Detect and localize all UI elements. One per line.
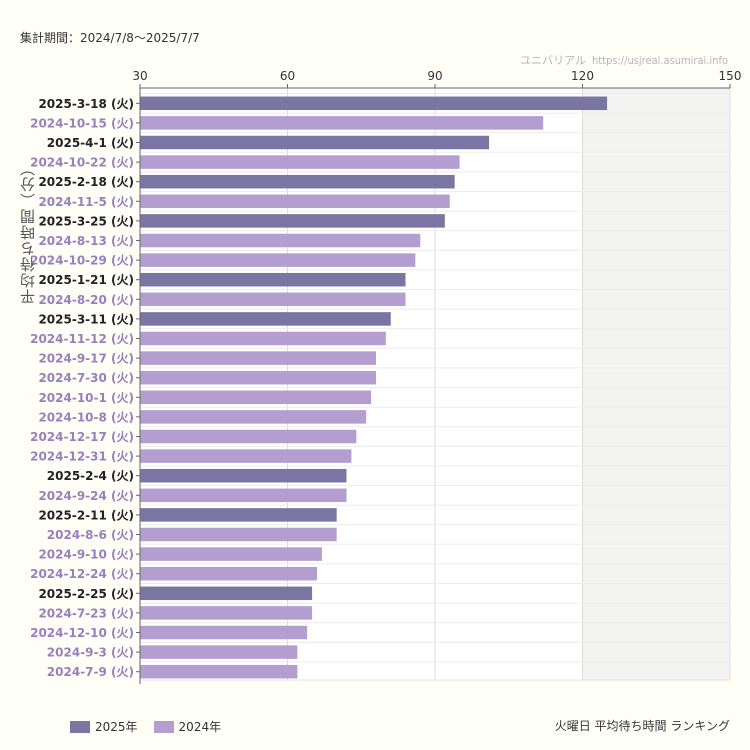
site-name: ユニバリアル	[520, 54, 586, 67]
bar-10[interactable]	[140, 272, 406, 287]
category-label-4: 2024-10-22 (火)	[30, 156, 134, 170]
bar-16[interactable]	[140, 390, 372, 405]
category-label-6: 2024-11-5 (火)	[38, 195, 134, 209]
bar-23[interactable]	[140, 527, 337, 542]
category-label-3: 2025-4-1 (火)	[47, 136, 134, 150]
category-label-8: 2024-8-13 (火)	[38, 234, 134, 248]
bar-4[interactable]	[140, 155, 460, 169]
category-label-17: 2024-10-8 (火)	[38, 410, 134, 424]
bar-27[interactable]	[140, 606, 313, 620]
period-label: 集計期間：2024/7/8〜2025/7/7	[20, 31, 200, 45]
legend-swatch-2025	[70, 720, 90, 733]
x-tick-label: 30	[132, 69, 147, 83]
bar-9[interactable]	[140, 253, 416, 267]
category-label-10: 2025-1-21 (火)	[38, 273, 134, 287]
bar-17[interactable]	[140, 410, 367, 424]
category-label-16: 2024-10-1 (火)	[38, 391, 134, 405]
category-label-25: 2024-12-24 (火)	[30, 567, 134, 581]
bar-25[interactable]	[140, 566, 317, 581]
bar-8[interactable]	[140, 233, 421, 248]
category-label-13: 2024-11-12 (火)	[30, 332, 134, 346]
bar-2[interactable]	[140, 116, 544, 130]
category-label-18: 2024-12-17 (火)	[30, 430, 134, 444]
legend-label-2024: 2024年	[178, 720, 222, 734]
category-label-29: 2024-9-3 (火)	[47, 646, 134, 660]
legend-item-2024[interactable]: 2024年	[153, 718, 222, 735]
bar-6[interactable]	[140, 194, 450, 209]
category-label-5: 2025-2-18 (火)	[38, 175, 134, 189]
chart-caption: 火曜日 平均待ち時間 ランキング	[554, 719, 730, 733]
bar-12[interactable]	[140, 312, 391, 326]
bar-26[interactable]	[140, 586, 313, 601]
category-label-23: 2024-8-6 (火)	[47, 528, 134, 542]
category-label-27: 2024-7-23 (火)	[38, 606, 134, 620]
category-label-26: 2025-2-25 (火)	[38, 587, 134, 601]
legend: 2025年 2024年	[70, 718, 221, 735]
category-label-11: 2024-8-20 (火)	[38, 293, 134, 307]
bar-1[interactable]	[140, 96, 608, 111]
bar-22[interactable]	[140, 508, 337, 522]
x-tick-label: 150	[719, 69, 742, 83]
bar-11[interactable]	[140, 292, 406, 307]
bar-15[interactable]	[140, 370, 376, 385]
category-label-28: 2024-12-10 (火)	[30, 626, 134, 640]
category-label-24: 2024-9-10 (火)	[38, 548, 134, 562]
legend-swatch-2024	[153, 720, 174, 733]
legend-item-2025[interactable]: 2025年	[70, 718, 138, 735]
bar-21[interactable]	[140, 488, 347, 503]
category-label-22: 2025-2-11 (火)	[38, 508, 134, 522]
category-label-15: 2024-7-30 (火)	[38, 371, 134, 385]
plot-shade-region	[582, 88, 730, 680]
category-label-12: 2025-3-11 (火)	[38, 312, 134, 326]
category-label-7: 2025-3-25 (火)	[38, 214, 134, 228]
bar-5[interactable]	[140, 174, 455, 189]
category-label-14: 2024-9-17 (火)	[38, 352, 134, 366]
bar-29[interactable]	[140, 645, 298, 659]
bar-7[interactable]	[140, 214, 445, 228]
category-label-20: 2025-2-4 (火)	[47, 469, 134, 483]
category-label-1: 2025-3-18 (火)	[38, 97, 134, 111]
category-label-9: 2024-10-29 (火)	[30, 254, 134, 268]
bar-13[interactable]	[140, 331, 386, 346]
site-url[interactable]: https://usjreal.asumirai.info	[592, 54, 728, 67]
category-label-2: 2024-10-15 (火)	[30, 116, 134, 130]
bar-18[interactable]	[140, 429, 357, 444]
category-label-19: 2024-12-31 (火)	[30, 450, 134, 464]
bar-20[interactable]	[140, 468, 347, 483]
bar-28[interactable]	[140, 625, 308, 640]
x-tick-label: 60	[280, 69, 295, 83]
legend-label-2025: 2025年	[95, 720, 138, 734]
x-tick-label: 120	[571, 69, 594, 83]
y-axis-label: 平均待ち時間（分）	[19, 160, 37, 304]
site-credit: ユニバリアル https://usjreal.asumirai.info	[520, 52, 728, 68]
bar-30[interactable]	[140, 664, 298, 679]
category-label-21: 2024-9-24 (火)	[38, 489, 134, 503]
bar-14[interactable]	[140, 351, 376, 365]
bar-19[interactable]	[140, 449, 352, 463]
bar-24[interactable]	[140, 547, 322, 561]
x-tick-label: 90	[427, 69, 442, 83]
bar-3[interactable]	[140, 135, 490, 150]
category-label-30: 2024-7-9 (火)	[47, 665, 134, 679]
